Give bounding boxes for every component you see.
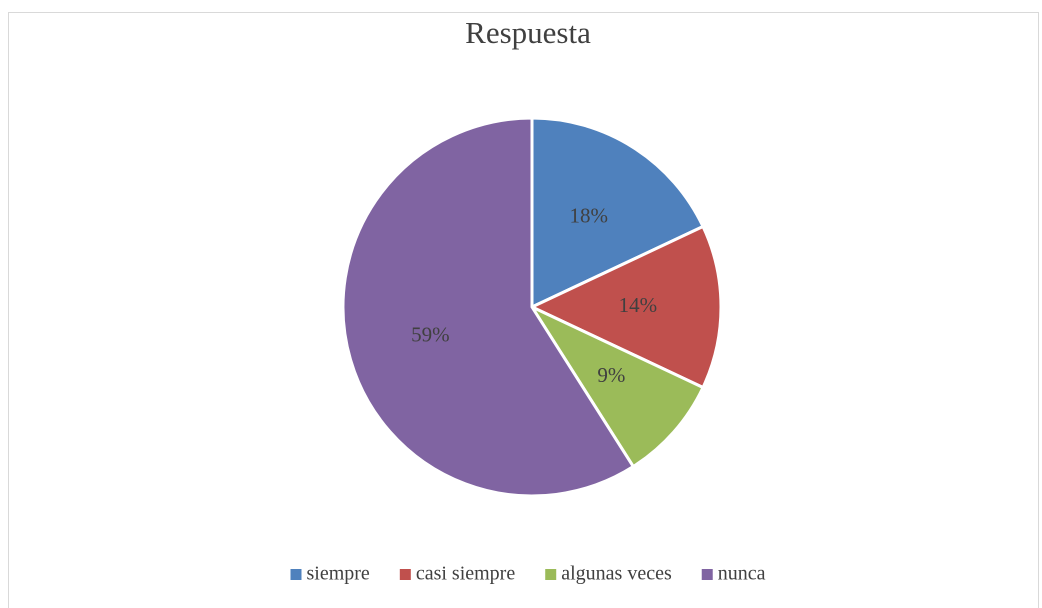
pie-slice	[528, 224, 723, 390]
data-label: 59%	[411, 322, 450, 346]
legend-label: algunas veces	[561, 563, 672, 585]
pie-slice	[530, 116, 706, 310]
data-label: 14%	[619, 293, 658, 317]
data-label: 9%	[597, 363, 625, 387]
data-label: 18%	[569, 203, 608, 227]
chart-title: Respuesta	[465, 15, 591, 50]
legend-swatch	[545, 569, 557, 580]
pie-slice	[527, 303, 706, 469]
legend-label: nunca	[718, 563, 766, 585]
pie-slice	[341, 116, 636, 498]
legend-label: siempre	[307, 563, 370, 585]
legend-swatch	[399, 569, 411, 580]
legend-label: casi siempre	[416, 563, 516, 585]
legend-swatch	[290, 569, 302, 580]
legend-swatch	[701, 569, 713, 580]
